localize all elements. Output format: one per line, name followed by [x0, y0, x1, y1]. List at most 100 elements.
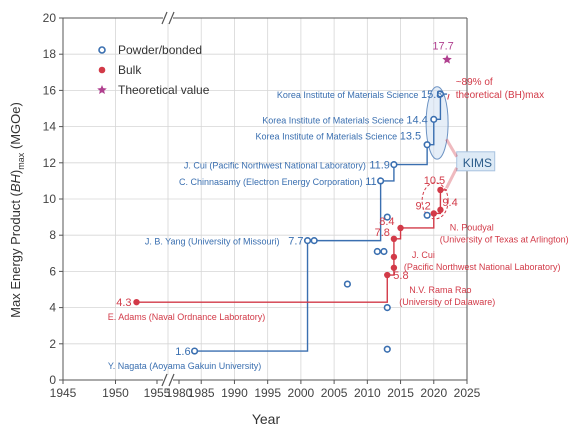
y-tick-label: 18	[43, 47, 57, 61]
y-tick-label: 0	[49, 373, 56, 387]
annotation-label: 7.7	[288, 236, 303, 248]
step-line-0	[194, 93, 448, 352]
bulk-point	[437, 186, 444, 194]
bulk-point	[397, 224, 404, 232]
powder-point	[383, 345, 391, 353]
y-tick-label: 16	[43, 83, 57, 97]
annotation-label: (University of Texas at Arlington)	[440, 234, 569, 244]
x-tick-label: 2005	[321, 386, 348, 400]
x-tick-label: 2000	[288, 386, 315, 400]
annotation-label: N. Poudyal	[450, 222, 494, 232]
annotation-label: 15.8	[421, 89, 442, 101]
x-tick-label: 1995	[254, 386, 281, 400]
annotation-label: J. Cui (Pacific Northwest National Labor…	[184, 161, 366, 171]
legend: Powder/bonded Bulk Theoretical value	[97, 43, 210, 97]
annotation-label: 13.5	[400, 131, 421, 143]
annotation-label: (University of Dalaware)	[399, 297, 495, 307]
x-tick-label: 1990	[221, 386, 248, 400]
annotation-label: 14.4	[406, 114, 427, 126]
annotation-label: J. Cui	[412, 250, 435, 260]
powder-point	[373, 247, 381, 256]
bulk-point	[430, 210, 437, 217]
kims-arrow-lower	[445, 167, 459, 189]
theoretical-point	[442, 54, 452, 64]
annotation-label: 8.4	[379, 216, 394, 228]
legend-marker-powder	[98, 46, 106, 54]
annotation-label: 9.2	[415, 200, 430, 212]
powder-point	[423, 141, 431, 149]
x-tick-label: 2015	[387, 386, 414, 400]
axis-break-mask	[163, 13, 173, 23]
annotation-label: 7.8	[375, 227, 390, 239]
powder-point	[310, 237, 318, 245]
powder-point	[430, 115, 438, 123]
y-tick-label: 2	[49, 337, 56, 351]
annotation-label: 5.8	[393, 270, 408, 282]
axis-break-mark	[168, 373, 175, 387]
y-tick-label: 4	[49, 301, 56, 315]
x-tick-label: 2025	[454, 386, 481, 400]
annotation-label: J. B. Yang (University of Missouri)	[145, 237, 280, 247]
axis-break-mark	[168, 11, 175, 25]
x-tick-label: 1945	[50, 386, 77, 400]
x-tick-label: 1950	[102, 386, 129, 400]
annotation-label: 9.4	[442, 197, 457, 209]
y-tick-label: 8	[49, 228, 56, 242]
legend-label: Theoretical value	[118, 83, 210, 97]
axis-break-mask	[163, 375, 173, 385]
bulk-point	[390, 264, 398, 271]
annotation-label: KIMS	[463, 156, 492, 170]
legend-label: Powder/bonded	[118, 43, 202, 57]
kims-ellipse-bulk	[421, 182, 449, 220]
powder-point	[303, 237, 312, 245]
powder-point	[383, 213, 391, 221]
legend-marker-bulk	[98, 66, 106, 74]
annotation-label: C. Chinnasamy (Electron Energy Corporati…	[179, 177, 363, 187]
annotation-label: 1.6	[175, 346, 190, 358]
kims-highlight	[421, 86, 449, 220]
kims-box	[456, 151, 496, 172]
powder-point	[380, 247, 388, 256]
y-axis-label: Max Energy Product (BH)max (MGOe)	[8, 102, 26, 318]
powder-point	[343, 280, 352, 288]
powder-point	[190, 347, 199, 355]
y-tick-label: 20	[43, 11, 57, 25]
annotation-label: 11.9	[369, 160, 390, 172]
bulk-point	[390, 253, 398, 261]
data-labels: 1.6 Y. Nagata (Aoyama Gakuin University) 7…	[108, 41, 569, 371]
axis-break-mark	[161, 11, 168, 25]
annotation-label: ~89% of	[456, 77, 493, 88]
kims-arrow-upper	[445, 138, 459, 158]
annotation-label: theoretical (BH)max	[456, 90, 544, 101]
x-tick-label: 2010	[354, 386, 381, 400]
annotation-label: (Pacific Northwest National Laboratory)	[404, 262, 561, 272]
annotation-label: 10.5	[424, 175, 445, 187]
annotation-label: Korea Institute of Materials Science	[277, 90, 419, 100]
x-axis-label: Year	[252, 411, 281, 427]
kims-ellipse-powder	[425, 86, 449, 160]
powder-point	[377, 177, 385, 185]
x-tick-label: 1985	[188, 386, 215, 400]
bulk-point	[390, 235, 398, 243]
x-tick-label: 2020	[420, 386, 447, 400]
annotation-label: 4.3	[116, 297, 131, 309]
y-tick-label: 12	[43, 156, 57, 170]
annotation-label: Korea Institute of Materials Science	[262, 115, 404, 125]
data-markers	[133, 54, 452, 355]
legend-marker-theoretical	[97, 85, 107, 95]
axis-break-mark	[161, 373, 168, 387]
bulk-point	[437, 206, 444, 214]
y-tick-label: 10	[43, 192, 57, 206]
bulk-point	[384, 271, 391, 279]
annotation-label: 11	[365, 176, 376, 188]
annotation-label: N.V. Rama Rao	[409, 285, 471, 295]
y-tick-label: 14	[43, 120, 57, 134]
annotation-label: Y. Nagata (Aoyama Gakuin University)	[108, 361, 261, 371]
annotation-label: E. Adams (Naval Ordnance Laboratory)	[108, 312, 266, 322]
powder-point	[423, 211, 431, 219]
bulk-point	[133, 298, 140, 306]
powder-point	[383, 304, 391, 312]
annotation-label: 17.7	[432, 41, 453, 53]
x-tick-label: 1980	[166, 386, 193, 400]
